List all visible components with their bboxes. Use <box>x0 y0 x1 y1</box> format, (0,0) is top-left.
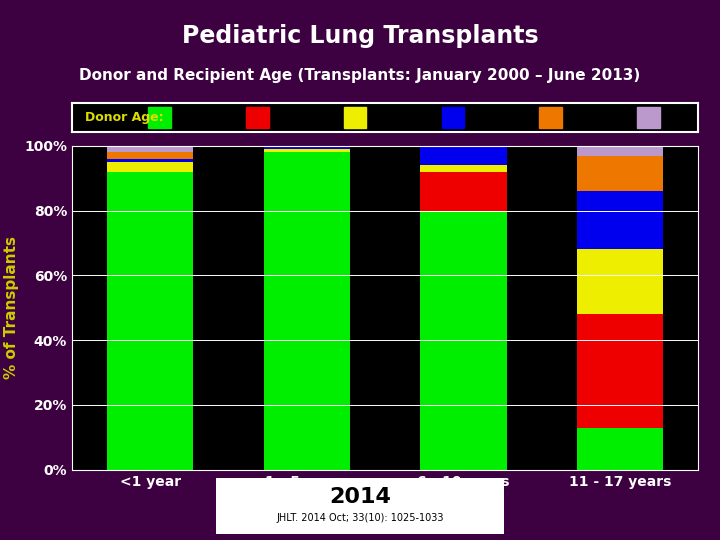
Bar <box>148 107 171 128</box>
Bar <box>264 147 350 149</box>
Bar <box>107 172 194 470</box>
Bar <box>264 149 350 152</box>
Text: 2014: 2014 <box>329 487 391 507</box>
Bar <box>637 107 660 128</box>
Bar <box>264 152 350 470</box>
Bar <box>420 211 507 470</box>
Bar <box>420 165 507 172</box>
Bar <box>577 156 663 191</box>
Bar <box>107 152 194 159</box>
FancyBboxPatch shape <box>216 478 504 534</box>
Bar <box>264 146 350 147</box>
Bar <box>344 107 366 128</box>
Bar <box>577 314 663 428</box>
Text: Pediatric Lung Transplants: Pediatric Lung Transplants <box>181 24 539 48</box>
Bar <box>577 191 663 249</box>
Bar <box>107 162 194 172</box>
Bar <box>420 146 507 165</box>
Bar <box>577 249 663 314</box>
Bar <box>107 146 194 152</box>
Bar <box>441 107 464 128</box>
Bar <box>107 159 194 162</box>
X-axis label: Recipient  Age: Recipient Age <box>323 497 447 512</box>
Bar <box>539 107 562 128</box>
Bar <box>577 428 663 470</box>
Y-axis label: % of Transplants: % of Transplants <box>4 237 19 379</box>
Text: Donor Age:: Donor Age: <box>84 111 163 124</box>
Text: JHLT. 2014 Oct; 33(10): 1025-1033: JHLT. 2014 Oct; 33(10): 1025-1033 <box>276 513 444 523</box>
Bar <box>420 172 507 211</box>
Bar <box>246 107 269 128</box>
Bar <box>577 146 663 156</box>
Text: Donor and Recipient Age (Transplants: January 2000 – June 2013): Donor and Recipient Age (Transplants: Ja… <box>79 68 641 83</box>
